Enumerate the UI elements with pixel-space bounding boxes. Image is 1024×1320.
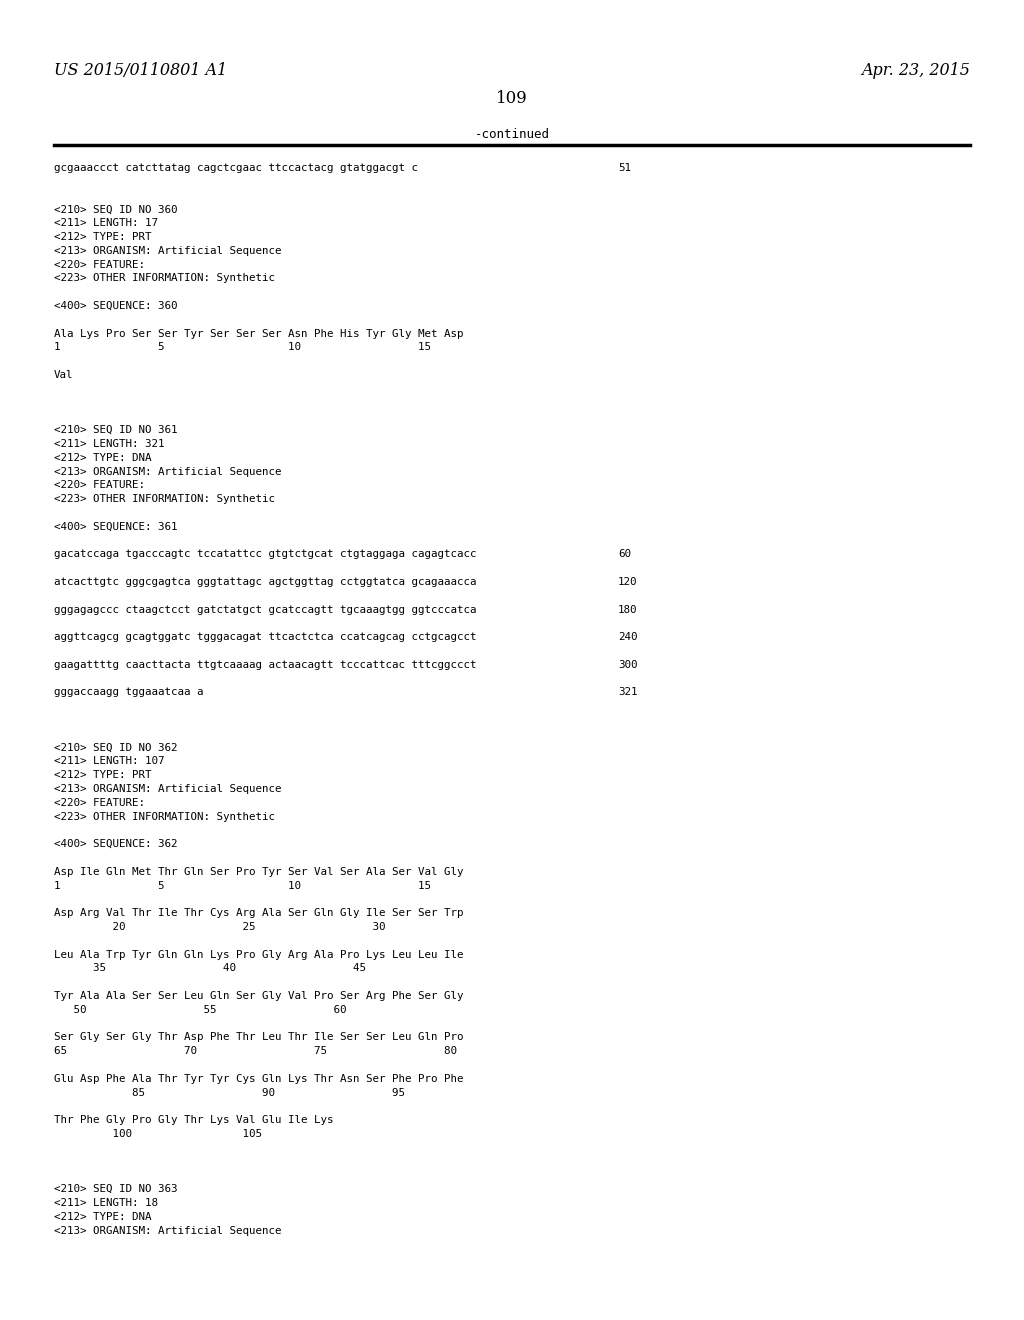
Text: Apr. 23, 2015: Apr. 23, 2015: [861, 62, 970, 79]
Text: <212> TYPE: PRT: <212> TYPE: PRT: [54, 770, 152, 780]
Text: <220> FEATURE:: <220> FEATURE:: [54, 480, 145, 491]
Text: <212> TYPE: DNA: <212> TYPE: DNA: [54, 1212, 152, 1222]
Text: 35                  40                  45: 35 40 45: [54, 964, 366, 973]
Text: <213> ORGANISM: Artificial Sequence: <213> ORGANISM: Artificial Sequence: [54, 784, 282, 795]
Text: gcgaaaccct catcttatag cagctcgaac ttccactacg gtatggacgt c: gcgaaaccct catcttatag cagctcgaac ttccact…: [54, 162, 418, 173]
Text: 240: 240: [618, 632, 638, 643]
Text: 100                 105: 100 105: [54, 1129, 262, 1139]
Text: gaagattttg caacttacta ttgtcaaaag actaacagtt tcccattcac tttcggccct: gaagattttg caacttacta ttgtcaaaag actaaca…: [54, 660, 476, 669]
Text: 180: 180: [618, 605, 638, 615]
Text: Leu Ala Trp Tyr Gln Gln Lys Pro Gly Arg Ala Pro Lys Leu Leu Ile: Leu Ala Trp Tyr Gln Gln Lys Pro Gly Arg …: [54, 949, 464, 960]
Text: <211> LENGTH: 321: <211> LENGTH: 321: [54, 440, 165, 449]
Text: <212> TYPE: PRT: <212> TYPE: PRT: [54, 232, 152, 242]
Text: <400> SEQUENCE: 361: <400> SEQUENCE: 361: [54, 521, 177, 532]
Text: <212> TYPE: DNA: <212> TYPE: DNA: [54, 453, 152, 463]
Text: Glu Asp Phe Ala Thr Tyr Tyr Cys Gln Lys Thr Asn Ser Phe Pro Phe: Glu Asp Phe Ala Thr Tyr Tyr Cys Gln Lys …: [54, 1073, 464, 1084]
Text: 300: 300: [618, 660, 638, 669]
Text: 60: 60: [618, 549, 631, 560]
Text: <210> SEQ ID NO 360: <210> SEQ ID NO 360: [54, 205, 177, 214]
Text: <210> SEQ ID NO 363: <210> SEQ ID NO 363: [54, 1184, 177, 1195]
Text: <211> LENGTH: 107: <211> LENGTH: 107: [54, 756, 165, 767]
Text: Asp Arg Val Thr Ile Thr Cys Arg Ala Ser Gln Gly Ile Ser Ser Trp: Asp Arg Val Thr Ile Thr Cys Arg Ala Ser …: [54, 908, 464, 919]
Text: US 2015/0110801 A1: US 2015/0110801 A1: [54, 62, 227, 79]
Text: <213> ORGANISM: Artificial Sequence: <213> ORGANISM: Artificial Sequence: [54, 1225, 282, 1236]
Text: Tyr Ala Ala Ser Ser Leu Gln Ser Gly Val Pro Ser Arg Phe Ser Gly: Tyr Ala Ala Ser Ser Leu Gln Ser Gly Val …: [54, 991, 464, 1001]
Text: 1               5                   10                  15: 1 5 10 15: [54, 880, 431, 891]
Text: 50                  55                  60: 50 55 60: [54, 1005, 346, 1015]
Text: gacatccaga tgacccagtc tccatattcc gtgtctgcat ctgtaggaga cagagtcacc: gacatccaga tgacccagtc tccatattcc gtgtctg…: [54, 549, 476, 560]
Text: <220> FEATURE:: <220> FEATURE:: [54, 260, 145, 269]
Text: atcacttgtc gggcgagtca gggtattagc agctggttag cctggtatca gcagaaacca: atcacttgtc gggcgagtca gggtattagc agctggt…: [54, 577, 476, 587]
Text: Ser Gly Ser Gly Thr Asp Phe Thr Leu Thr Ile Ser Ser Leu Gln Pro: Ser Gly Ser Gly Thr Asp Phe Thr Leu Thr …: [54, 1032, 464, 1043]
Text: 1               5                   10                  15: 1 5 10 15: [54, 342, 431, 352]
Text: 65                  70                  75                  80: 65 70 75 80: [54, 1047, 457, 1056]
Text: Val: Val: [54, 370, 74, 380]
Text: <223> OTHER INFORMATION: Synthetic: <223> OTHER INFORMATION: Synthetic: [54, 494, 275, 504]
Text: Ala Lys Pro Ser Ser Tyr Ser Ser Ser Asn Phe His Tyr Gly Met Asp: Ala Lys Pro Ser Ser Tyr Ser Ser Ser Asn …: [54, 329, 464, 339]
Text: <210> SEQ ID NO 361: <210> SEQ ID NO 361: [54, 425, 177, 436]
Text: gggaccaagg tggaaatcaa a: gggaccaagg tggaaatcaa a: [54, 688, 204, 697]
Text: 85                  90                  95: 85 90 95: [54, 1088, 406, 1098]
Text: 120: 120: [618, 577, 638, 587]
Text: -continued: -continued: [474, 128, 550, 141]
Text: <400> SEQUENCE: 362: <400> SEQUENCE: 362: [54, 840, 177, 849]
Text: gggagagccc ctaagctcct gatctatgct gcatccagtt tgcaaagtgg ggtcccatca: gggagagccc ctaagctcct gatctatgct gcatcca…: [54, 605, 476, 615]
Text: <213> ORGANISM: Artificial Sequence: <213> ORGANISM: Artificial Sequence: [54, 246, 282, 256]
Text: <223> OTHER INFORMATION: Synthetic: <223> OTHER INFORMATION: Synthetic: [54, 273, 275, 284]
Text: <400> SEQUENCE: 360: <400> SEQUENCE: 360: [54, 301, 177, 312]
Text: <211> LENGTH: 17: <211> LENGTH: 17: [54, 218, 158, 228]
Text: <210> SEQ ID NO 362: <210> SEQ ID NO 362: [54, 743, 177, 752]
Text: <220> FEATURE:: <220> FEATURE:: [54, 797, 145, 808]
Text: Asp Ile Gln Met Thr Gln Ser Pro Tyr Ser Val Ser Ala Ser Val Gly: Asp Ile Gln Met Thr Gln Ser Pro Tyr Ser …: [54, 867, 464, 876]
Text: Thr Phe Gly Pro Gly Thr Lys Val Glu Ile Lys: Thr Phe Gly Pro Gly Thr Lys Val Glu Ile …: [54, 1115, 334, 1125]
Text: <223> OTHER INFORMATION: Synthetic: <223> OTHER INFORMATION: Synthetic: [54, 812, 275, 821]
Text: 321: 321: [618, 688, 638, 697]
Text: 20                  25                  30: 20 25 30: [54, 921, 385, 932]
Text: 51: 51: [618, 162, 631, 173]
Text: 109: 109: [496, 90, 528, 107]
Text: <211> LENGTH: 18: <211> LENGTH: 18: [54, 1199, 158, 1208]
Text: <213> ORGANISM: Artificial Sequence: <213> ORGANISM: Artificial Sequence: [54, 466, 282, 477]
Text: aggttcagcg gcagtggatc tgggacagat ttcactctca ccatcagcag cctgcagcct: aggttcagcg gcagtggatc tgggacagat ttcactc…: [54, 632, 476, 643]
